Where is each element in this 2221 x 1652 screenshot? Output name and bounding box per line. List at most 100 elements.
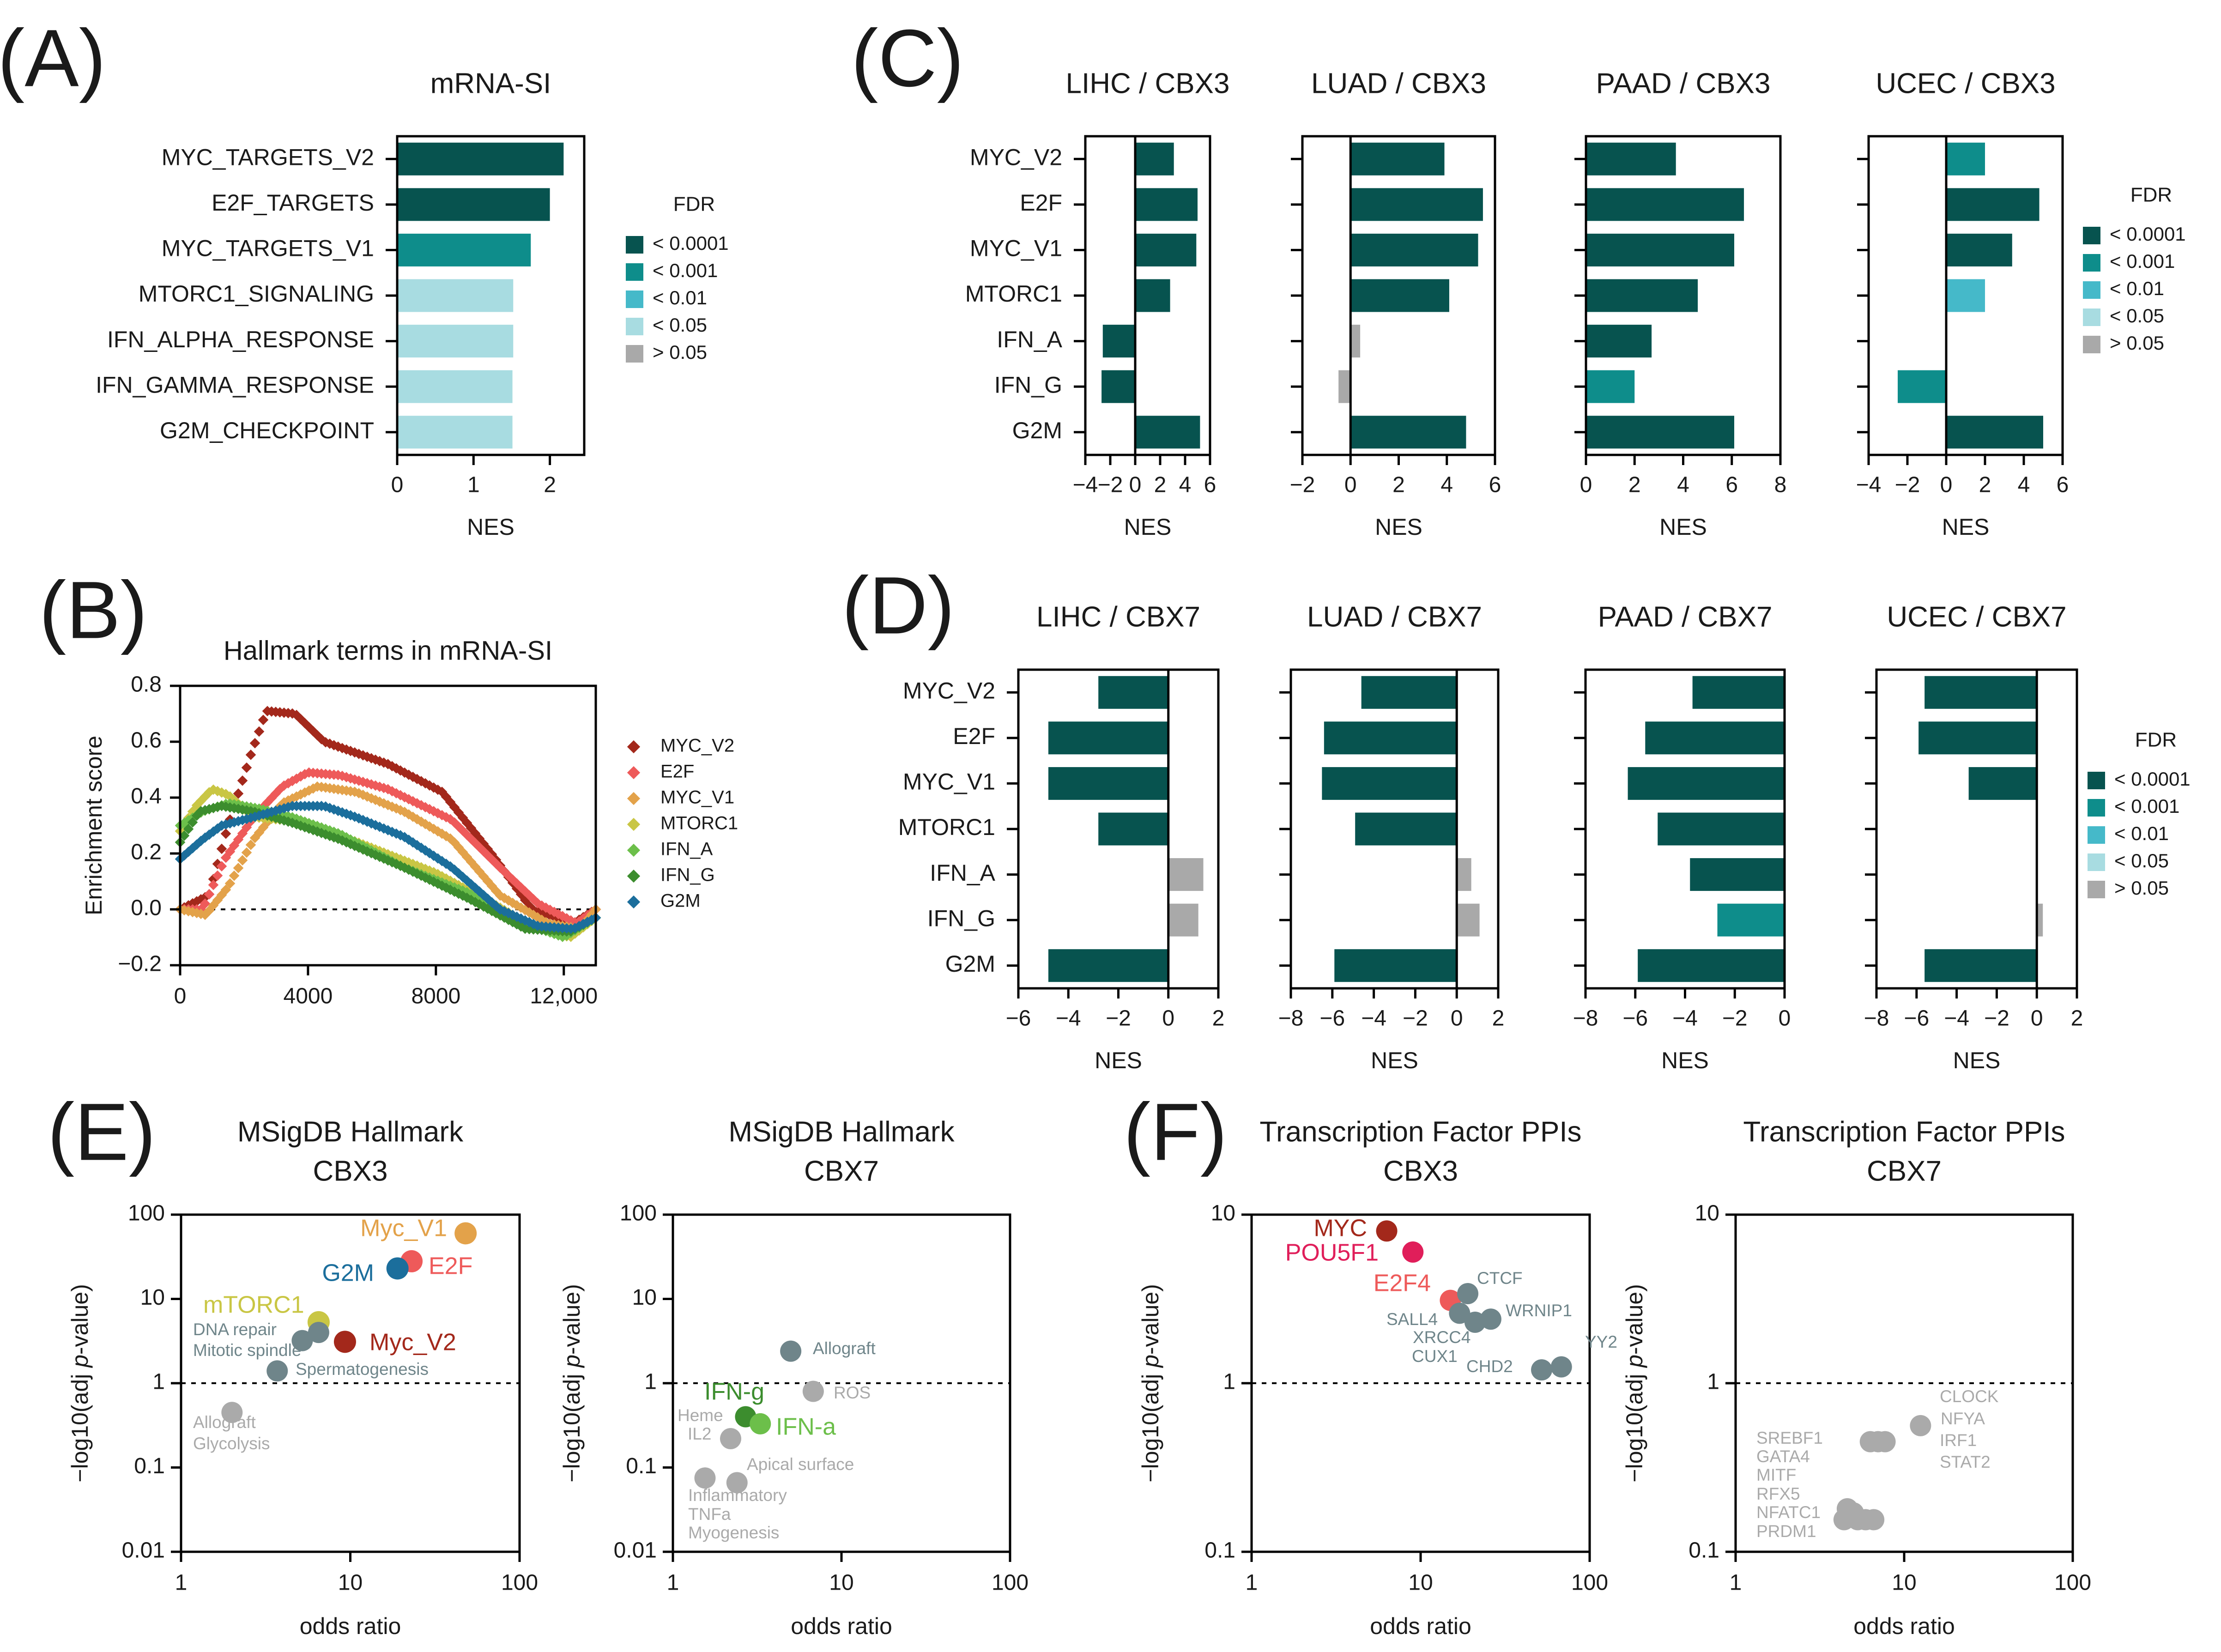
category-label: MYC_V1 [970, 236, 1062, 261]
es-point-myc-v1 [220, 884, 231, 895]
point-label: Myogenesis [688, 1523, 779, 1542]
bar-ifn-g [1101, 370, 1135, 403]
panel-label-d: (D) [842, 560, 955, 651]
x-tick-label: 4 [1677, 473, 1689, 497]
scatter-point [726, 1472, 748, 1494]
chart-title: Transcription Factor PPIs [1743, 1116, 2065, 1148]
es-point-ifn-g [179, 830, 190, 841]
legend-c-label: < 0.0001 [2110, 223, 2186, 245]
es-point-myc-v2 [254, 726, 265, 737]
legend-marker [627, 895, 641, 909]
x-tick-label: −8 [1278, 1006, 1304, 1031]
category-label: E2F [953, 723, 995, 749]
legend-c-swatch [2083, 336, 2100, 353]
scatter-point [333, 1331, 356, 1353]
x-axis-label: odds ratio [1370, 1613, 1471, 1639]
scatter-point [694, 1467, 716, 1489]
scatter-point [1863, 1509, 1885, 1531]
x-tick-label: 0 [1129, 473, 1142, 497]
bar-mtorc1 [1586, 279, 1698, 312]
chart-title: LIHC / CBX7 [1036, 601, 1200, 633]
y-axis-label-part: -value) [1622, 1284, 1647, 1355]
x-tick-label: 0 [174, 984, 187, 1009]
point-label: CTCF [1477, 1269, 1523, 1288]
legend-label: G2M [660, 891, 701, 911]
bar-g2m [1586, 416, 1735, 449]
y-axis-label: −log10(adj p-value) [1138, 1284, 1163, 1482]
bar-ifn-g [1457, 903, 1480, 937]
legend-d-label: < 0.05 [2114, 850, 2169, 871]
es-point-myc-v2 [245, 750, 256, 760]
x-tick-label: 2 [1628, 473, 1641, 497]
x-tick-label: 0 [1451, 1006, 1463, 1031]
x-tick-label: 2 [1392, 473, 1405, 497]
es-point-myc-v2 [258, 714, 269, 726]
x-tick-label: 0 [1779, 1006, 1791, 1031]
x-tick-label: 1 [667, 1571, 679, 1595]
category-label: MYC_V2 [903, 678, 995, 703]
point-label: IL2 [688, 1424, 711, 1443]
x-tick-label: 100 [1571, 1571, 1608, 1595]
x-tick-label: 0 [2031, 1006, 2043, 1031]
chart-subtitle: CBX3 [1383, 1155, 1458, 1187]
point-label: IRF1 [1940, 1431, 1977, 1450]
y-tick-label: 0.1 [626, 1454, 657, 1478]
y-axis-label-part: -value) [1138, 1284, 1163, 1355]
point-label: DNA repair [193, 1320, 277, 1339]
bar-g2m [1334, 949, 1457, 982]
chart-title: Hallmark terms in mRNA-SI [224, 635, 552, 666]
bar-myc-targets-v2 [397, 142, 564, 175]
x-tick-label: 2 [544, 473, 556, 497]
legend-title: FDR [2130, 184, 2172, 206]
legend-c-swatch [2083, 309, 2100, 326]
y-axis-label-part: p [559, 1355, 585, 1368]
x-tick-label: 6 [2057, 473, 2069, 497]
bar-mtorc1 [1658, 812, 1785, 846]
y-axis-label-part: p [1622, 1355, 1647, 1368]
scatter-point [386, 1257, 409, 1280]
chart-subtitle: CBX3 [313, 1155, 388, 1187]
bar-myc-v2 [1924, 676, 2037, 709]
bar-e2f [1586, 188, 1744, 221]
point-label: G2M [322, 1260, 374, 1287]
chart-title: MSigDB Hallmark [728, 1116, 955, 1148]
y-tick-label: 1 [1223, 1370, 1235, 1394]
category-label: E2F_TARGETS [212, 190, 374, 216]
point-label: CUX1 [1412, 1347, 1458, 1366]
bar-e2f [1048, 721, 1168, 755]
x-tick-label: 10 [1408, 1571, 1433, 1595]
legend-marker [627, 766, 641, 780]
scatter-point [1449, 1302, 1471, 1324]
bar-ifn-g [2037, 903, 2043, 937]
legend-marker [627, 792, 641, 805]
x-tick-label: 1 [175, 1571, 188, 1595]
point-label: SALL4 [1386, 1310, 1438, 1329]
bar-myc-v2 [1361, 676, 1457, 709]
legend-a-swatch [626, 318, 643, 335]
x-tick-label: −2 [1290, 473, 1315, 497]
point-label: Myc_V2 [369, 1329, 456, 1356]
x-axis-label: odds ratio [791, 1613, 892, 1639]
bar-myc-v2 [1350, 142, 1445, 175]
bar-ifn-a [1690, 858, 1785, 891]
es-point-myc-v1 [224, 878, 236, 889]
bar-myc-v1 [1946, 233, 2012, 266]
bar-ifn-alpha-response [397, 325, 514, 358]
y-tick-label: 10 [632, 1285, 657, 1310]
bar-e2f [1350, 188, 1483, 221]
point-label: RFX5 [1756, 1484, 1800, 1503]
legend-d-swatch [2088, 881, 2105, 898]
legend-d-swatch [2088, 853, 2105, 871]
legend-c-swatch [2083, 281, 2100, 299]
es-point-e2f [216, 861, 227, 871]
bar-mtorc1 [1355, 812, 1457, 846]
point-label: IFN-g [704, 1379, 764, 1405]
legend-title: FDR [2135, 729, 2177, 751]
y-axis-label-part: p [67, 1355, 93, 1368]
x-tick-label: 100 [992, 1571, 1029, 1595]
y-tick-label: 0.0 [131, 896, 162, 920]
es-point-e2f [208, 879, 219, 890]
category-label: IFN_A [930, 860, 995, 886]
bar-mtorc1 [1350, 279, 1449, 312]
x-tick-label: 0 [391, 473, 404, 497]
